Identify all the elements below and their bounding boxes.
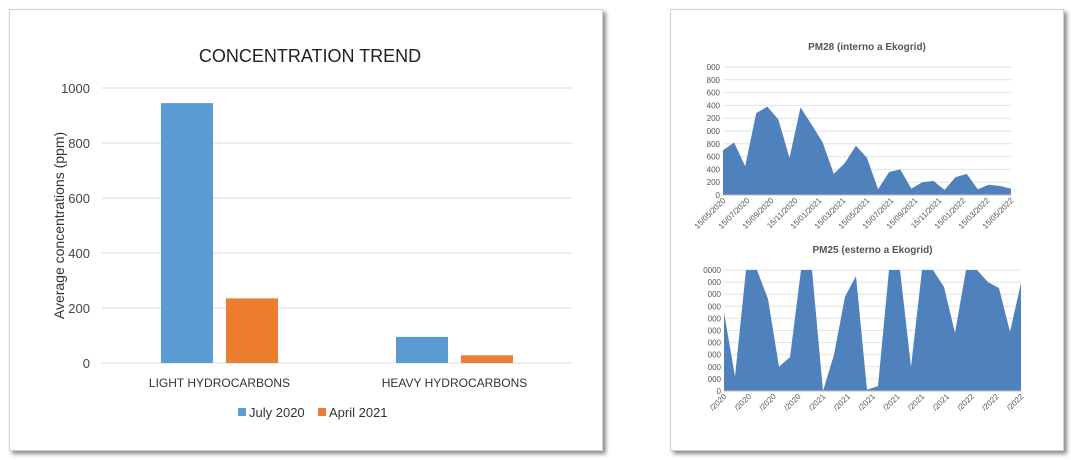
y-tick-label: 600 (707, 89, 721, 98)
y-tick-label: 600 (68, 191, 90, 206)
y-tick-label: 400 (707, 101, 721, 110)
x-category-label: LIGHT HYDROCARBONS (149, 376, 290, 390)
legend-label: July 2020 (249, 405, 305, 420)
bar-july-2020 (396, 336, 448, 363)
x-tick-label: /2020 (782, 392, 803, 413)
y-tick-label: 0 (716, 191, 721, 200)
x-tick-label: /2021 (906, 392, 927, 413)
x-tick-label: /2021 (856, 392, 877, 413)
y-tick-label: 000 (708, 351, 722, 360)
y-tick-label: 000 (708, 278, 722, 287)
y-tick-label: 000 (708, 327, 722, 336)
x-tick-label: /2021 (807, 392, 828, 413)
y-tick-label: 000 (708, 302, 722, 311)
y-tick-label: 000 (707, 63, 721, 72)
x-tick-label: /2022 (955, 392, 976, 413)
x-tick-label: /2022 (980, 392, 1001, 413)
x-tick-label: /2020 (708, 392, 729, 413)
y-tick-label: 000 (708, 375, 722, 384)
y-tick-label: 200 (707, 178, 721, 187)
bar-july-2020 (161, 103, 213, 363)
y-tick-label: 200 (68, 301, 90, 316)
concentration-trend-chart: CONCENTRATION TREND 0 200 400 600 800 1000 Aver… (51, 46, 572, 420)
legend-swatch (318, 408, 326, 416)
y-tick-label: 000 (708, 363, 722, 372)
y-tick-label: 400 (68, 246, 90, 261)
y-tick-label: 400 (707, 165, 721, 174)
area-series (724, 270, 1021, 391)
x-tick-label: /2020 (757, 392, 778, 413)
x-tick-label: /2021 (832, 392, 853, 413)
legend-swatch (238, 408, 246, 416)
y-tick-label: 0000 (703, 266, 721, 275)
y-tick-label: 1000 (61, 81, 90, 96)
y-tick-label: 000 (708, 339, 722, 348)
x-category-label: HEAVY HYDROCARBONS (382, 376, 528, 390)
chart-title: CONCENTRATION TREND (199, 46, 421, 66)
pm-area-charts: PM28 (interno a Ekogrid)0200400600800000… (693, 42, 1026, 413)
x-tick-label: /2021 (881, 392, 902, 413)
y-tick-label: 800 (68, 136, 90, 151)
x-tick-label: /2022 (1005, 392, 1026, 413)
y-tick-label: 0 (83, 356, 90, 371)
y-tick-label: 000 (708, 314, 722, 323)
bar-april-2021 (226, 298, 278, 363)
y-tick-label: 000 (708, 290, 722, 299)
y-tick-label: 200 (707, 114, 721, 123)
y-axis-label: Average concentrations (ppm) (51, 132, 67, 319)
pm-charts-panel: PM28 (interno a Ekogrid) 0 200 400 600 800 000… (670, 9, 1064, 451)
y-tick-label: 000 (707, 127, 721, 136)
area-series (723, 106, 1011, 195)
y-tick-label: 0 (717, 387, 722, 396)
x-tick-label: /2021 (931, 392, 952, 413)
bar-april-2021 (461, 355, 513, 363)
chart-title: PM28 (interno a Ekogrid) (808, 42, 926, 53)
y-tick-label: 600 (707, 153, 721, 162)
y-tick-label: 800 (707, 140, 721, 149)
legend-label: April 2021 (329, 405, 388, 420)
chart-title: PM25 (esterno a Ekogrid) (812, 245, 932, 256)
concentration-trend-panel: CONCENTRATION TREND 0 200 400 600 800 1000 Aver… (9, 9, 603, 451)
y-tick-label: 800 (707, 76, 721, 85)
x-tick-label: /2020 (733, 392, 754, 413)
